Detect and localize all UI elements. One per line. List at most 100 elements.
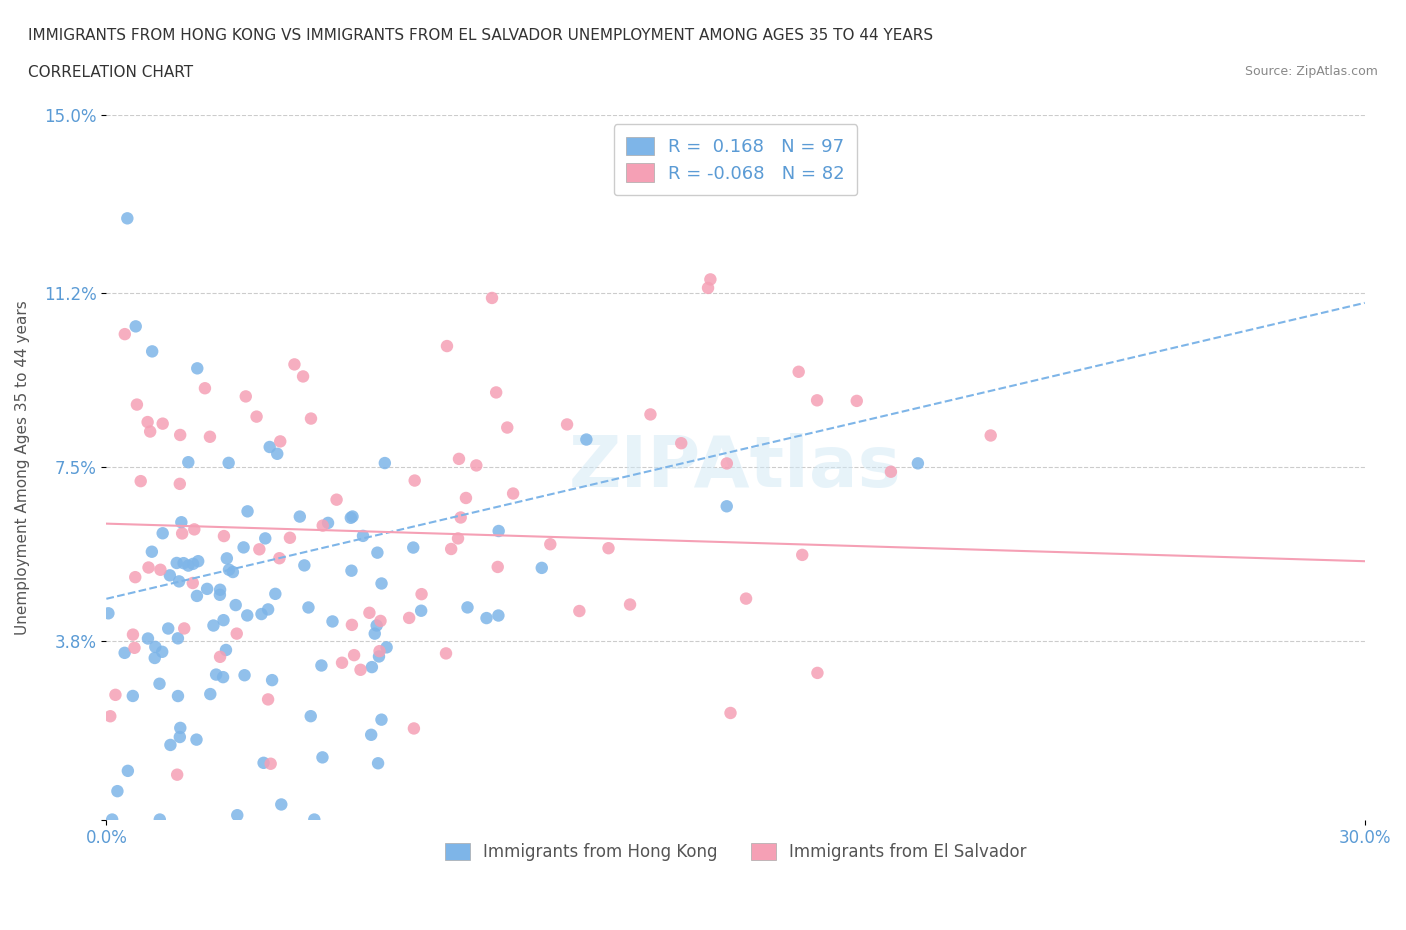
Point: [173, 621, 195, 636]
Point: [114, 645, 136, 660]
Point: [136, 415, 159, 430]
Point: [177, 455, 200, 470]
Point: [278, 530, 301, 545]
Point: [177, 558, 200, 573]
Point: [236, 608, 259, 623]
Point: [149, 563, 172, 578]
Point: [159, 568, 181, 583]
Point: [218, 456, 240, 471]
Point: [340, 511, 363, 525]
Point: [169, 729, 191, 744]
Point: [98, 709, 121, 724]
Point: [343, 647, 366, 662]
Point: [486, 560, 509, 575]
Text: Source: ZipAtlas.com: Source: ZipAtlas.com: [1244, 65, 1378, 78]
Point: [342, 509, 364, 524]
Point: [671, 436, 693, 451]
Point: [264, 587, 287, 602]
Point: [215, 551, 238, 565]
Point: [247, 542, 270, 557]
Point: [806, 392, 828, 407]
Point: [257, 692, 280, 707]
Point: [370, 712, 392, 727]
Point: [169, 428, 191, 443]
Point: [143, 650, 166, 665]
Point: [299, 411, 322, 426]
Point: [157, 621, 180, 636]
Point: [716, 498, 738, 513]
Point: [170, 515, 193, 530]
Point: [143, 640, 166, 655]
Point: [166, 767, 188, 782]
Point: [724, 178, 747, 193]
Point: [370, 576, 392, 591]
Point: [720, 706, 742, 721]
Point: [150, 644, 173, 659]
Point: [457, 600, 479, 615]
Point: [434, 646, 457, 661]
Point: [411, 587, 433, 602]
Text: IMMIGRANTS FROM HONG KONG VS IMMIGRANTS FROM EL SALVADOR UNEMPLOYMENT AMONG AGES: IMMIGRANTS FROM HONG KONG VS IMMIGRANTS …: [28, 28, 934, 43]
Text: ZIPAtlas: ZIPAtlas: [569, 432, 901, 502]
Point: [352, 528, 374, 543]
Point: [716, 456, 738, 471]
Point: [235, 389, 257, 404]
Point: [183, 522, 205, 537]
Point: [270, 797, 292, 812]
Point: [107, 784, 129, 799]
Point: [299, 709, 322, 724]
Point: [735, 591, 758, 606]
Point: [117, 211, 139, 226]
Point: [787, 365, 810, 379]
Point: [169, 476, 191, 491]
Point: [166, 555, 188, 570]
Point: [311, 658, 333, 673]
Point: [222, 565, 245, 579]
Point: [465, 458, 488, 472]
Point: [411, 604, 433, 618]
Point: [845, 393, 868, 408]
Point: [330, 656, 353, 671]
Point: [538, 537, 561, 551]
Point: [907, 456, 929, 471]
Point: [292, 558, 315, 573]
Point: [121, 688, 143, 703]
Point: [186, 361, 208, 376]
Point: [169, 721, 191, 736]
Point: [212, 613, 235, 628]
Point: [454, 490, 477, 505]
Point: [361, 659, 384, 674]
Point: [792, 548, 814, 563]
Point: [640, 407, 662, 422]
Point: [367, 756, 389, 771]
Point: [167, 631, 190, 645]
Point: [262, 672, 284, 687]
Point: [186, 589, 208, 604]
Point: [288, 509, 311, 524]
Point: [124, 570, 146, 585]
Point: [186, 732, 208, 747]
Point: [181, 556, 204, 571]
Point: [215, 643, 238, 658]
Point: [117, 764, 139, 778]
Point: [880, 464, 903, 479]
Point: [125, 319, 148, 334]
Point: [269, 434, 291, 449]
Point: [697, 281, 720, 296]
Point: [555, 417, 578, 432]
Point: [172, 526, 194, 541]
Point: [254, 531, 277, 546]
Point: [225, 626, 247, 641]
Point: [198, 430, 221, 445]
Point: [233, 668, 256, 683]
Point: [269, 551, 291, 565]
Point: [149, 812, 172, 827]
Point: [167, 688, 190, 703]
Point: [208, 588, 231, 603]
Point: [402, 721, 425, 736]
Point: [485, 385, 508, 400]
Point: [212, 528, 235, 543]
Point: [136, 631, 159, 646]
Point: [370, 614, 392, 629]
Point: [141, 544, 163, 559]
